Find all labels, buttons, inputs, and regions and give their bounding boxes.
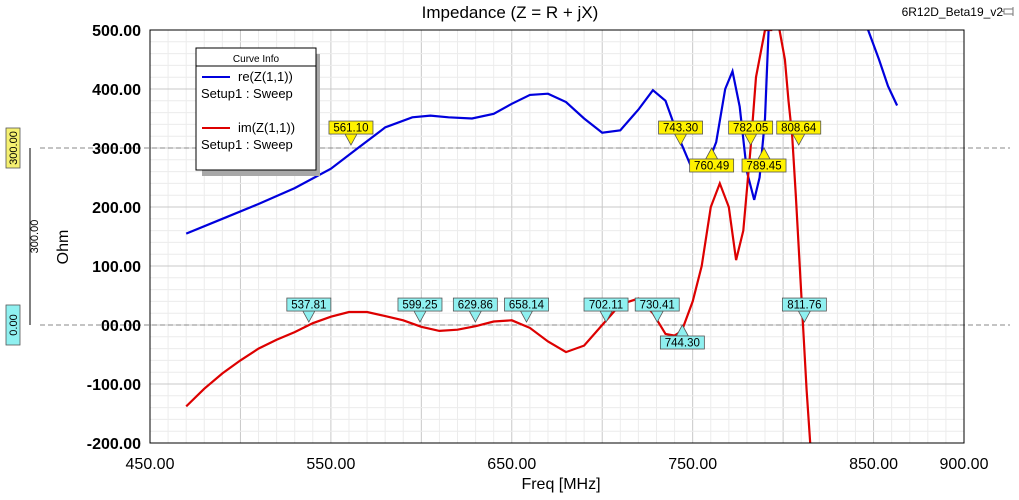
data-marker: 599.25 <box>397 297 443 323</box>
pin-icon[interactable] <box>1001 7 1014 16</box>
marker-label: 537.81 <box>291 300 326 312</box>
legend-entry-label: re(Z(1,1)) <box>238 69 293 84</box>
x-tick-label: 550.00 <box>306 456 355 473</box>
y-axis-label: Ohm <box>55 230 72 265</box>
side-delta-label: 300.00 <box>29 220 41 254</box>
marker-box <box>689 158 735 173</box>
marker-label: 743.30 <box>663 123 698 135</box>
side-marker-label: 300.00 <box>8 131 20 165</box>
y-tick-label: -100.00 <box>87 377 141 394</box>
legend[interactable]: Curve Info re(Z(1,1)) Setup1 : Sweep im(… <box>195 47 320 176</box>
marker-pointer <box>757 147 771 160</box>
marker-box <box>781 297 827 312</box>
marker-label: 599.25 <box>402 300 437 312</box>
marker-box <box>504 297 549 312</box>
plot-frame <box>149 29 965 444</box>
y-tick-label: 500.00 <box>92 23 141 40</box>
y-tick-label: 200.00 <box>92 200 141 217</box>
marker-label: 782.05 <box>733 123 768 135</box>
marker-box <box>634 297 680 312</box>
data-marker: 629.86 <box>452 297 498 323</box>
marker-pointer <box>675 324 690 337</box>
side-marker: 300.00 <box>5 127 21 169</box>
marker-label: 811.76 <box>787 300 821 312</box>
marker-pointer <box>673 133 688 146</box>
tick-labels: 450.00 550.00 650.00 750.00 850.00 900.00 500.… <box>87 23 989 473</box>
marker-box <box>583 297 629 312</box>
data-marker: 702.11 <box>583 297 629 323</box>
legend-entry-im: im(Z(1,1)) Setup1 : Sweep <box>201 120 295 152</box>
data-marker: 789.45 <box>741 147 787 173</box>
series-line <box>185 30 770 235</box>
marker-pointer <box>413 310 427 323</box>
marker-label: 629.86 <box>458 300 493 312</box>
marker-pointer <box>519 310 534 323</box>
series-line <box>867 30 899 106</box>
data-marker: 760.49 <box>689 147 735 173</box>
legend-entry-label: im(Z(1,1)) <box>238 120 295 135</box>
y-tick-label: -200.00 <box>87 436 141 453</box>
marker-pointer <box>797 310 812 323</box>
data-marker: 808.64 <box>776 120 822 146</box>
data-marker: 811.76 <box>781 297 827 323</box>
side-marker-box <box>5 304 21 346</box>
y-tick-label: 400.00 <box>92 82 141 99</box>
x-tick-label: 650.00 <box>487 456 536 473</box>
data-marker: 744.30 <box>659 324 705 350</box>
data-marker: 730.41 <box>634 297 680 323</box>
data-marker: 561.10 <box>328 120 374 146</box>
marker-label: 702.11 <box>589 300 623 312</box>
y-tick-label: 00.00 <box>101 318 141 335</box>
legend-entry-re: re(Z(1,1)) Setup1 : Sweep <box>201 69 293 101</box>
side-marker: 0.00 <box>5 304 21 346</box>
side-marker-box <box>5 127 21 169</box>
marker-label: 744.30 <box>665 338 700 350</box>
marker-pointer <box>704 147 719 160</box>
side-marker-scale: 300.00 300.00 0.00 <box>5 127 41 346</box>
legend-entry-setup: Setup1 : Sweep <box>201 137 293 152</box>
marker-label: 789.45 <box>746 161 781 173</box>
marker-box <box>286 297 332 312</box>
marker-box <box>741 158 787 173</box>
marker-label: 561.10 <box>333 123 368 135</box>
marker-label: 730.41 <box>640 300 675 312</box>
marker-box <box>328 120 374 135</box>
marker-pointer <box>468 310 483 323</box>
data-marker: 743.30 <box>658 120 703 146</box>
marker-box <box>659 335 705 350</box>
marker-pointer <box>650 310 664 323</box>
data-marker: 782.05 <box>728 120 774 146</box>
x-tick-label: 900.00 <box>940 456 989 473</box>
chart-title: Impedance (Z = R + jX) <box>422 3 599 22</box>
y-tick-label: 300.00 <box>92 141 141 158</box>
x-tick-label: 750.00 <box>668 456 717 473</box>
legend-title: Curve Info <box>233 54 280 65</box>
marker-label: 658.14 <box>509 300 545 312</box>
marker-box <box>397 297 443 312</box>
series-group <box>185 30 899 443</box>
series-line <box>778 30 812 443</box>
data-markers: 561.10 743.30 782.05 808.64 760.49 789.45 537.… <box>286 120 827 350</box>
x-axis-label: Freq [MHz] <box>521 476 600 493</box>
marker-pointer <box>792 133 806 146</box>
marker-box <box>658 120 703 135</box>
series-line <box>185 30 773 408</box>
marker-label: 760.49 <box>694 161 729 173</box>
marker-label: 808.64 <box>781 123 817 135</box>
project-label: 6R12D_Beta19_v2 <box>902 5 1004 19</box>
x-tick-label: 850.00 <box>849 456 898 473</box>
marker-pointer <box>344 133 358 146</box>
data-marker: 658.14 <box>504 297 549 323</box>
y-tick-label: 100.00 <box>92 259 141 276</box>
x-tick-label: 450.00 <box>126 456 175 473</box>
marker-box <box>776 120 822 135</box>
data-marker: 537.81 <box>286 297 332 323</box>
marker-box <box>452 297 498 312</box>
side-marker-label: 0.00 <box>8 314 20 335</box>
legend-entry-setup: Setup1 : Sweep <box>201 86 293 101</box>
marker-box <box>728 120 774 135</box>
